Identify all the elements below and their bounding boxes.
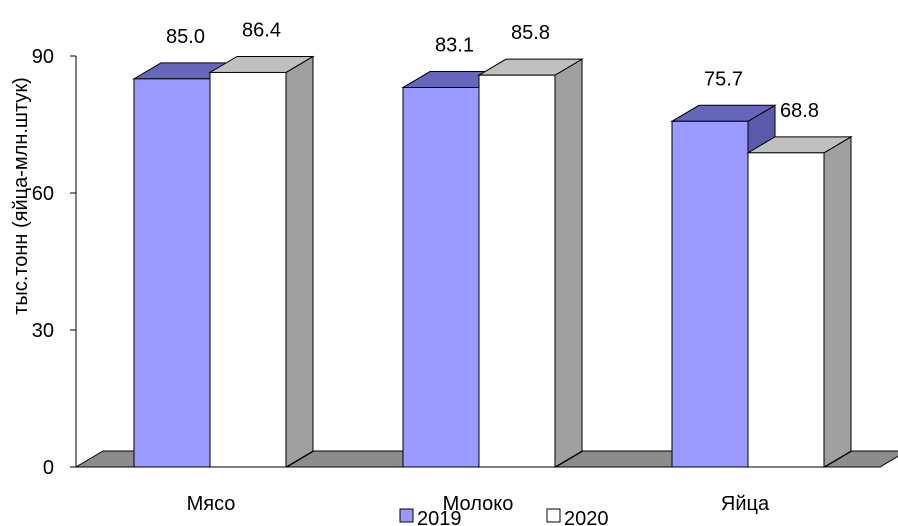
bar-side-face [285,55,314,468]
x-tick-label: Яйца [721,493,770,515]
data-label: 85.8 [511,22,550,44]
data-label: 85.0 [166,26,205,48]
data-label: 83.1 [435,35,474,57]
bar-front-face [478,74,556,468]
bar-front-face [402,87,480,468]
x-tick-labels: Мясо Молоко Яйца [187,493,770,515]
bar-2020-0 [208,55,315,468]
bar-front-face [747,152,825,468]
bar-front-face [133,78,211,468]
y-tick-label: 0 [43,457,54,479]
legend-swatch [399,508,414,523]
y-axis-title: тыс.тонн (яйца-млн.штук) [10,77,32,315]
legend-swatch [546,508,561,523]
bar-2020-1 [477,58,584,468]
y-tick-label: 30 [32,320,54,342]
legend-label: 2020 [564,508,609,526]
y-tick-label: 90 [32,46,54,68]
x-tick-label: Мясо [187,493,236,515]
chart-floor [74,450,898,468]
data-labels: 85.0 86.4 83.1 85.8 75.7 68.8 [166,19,819,121]
bars [132,55,853,468]
bar-2020-2 [746,135,853,468]
y-tick-label: 60 [32,183,54,205]
legend-label: 2019 [417,508,462,526]
data-label: 86.4 [242,19,281,41]
bar-side-face [554,58,583,468]
bar-front-face [671,120,749,468]
x-tick-label: Молоко [443,493,514,515]
y-ticks: 0 30 60 90 [32,46,76,479]
legend: 2019 2020 [399,508,609,526]
bar-front-face [209,71,287,468]
data-label: 68.8 [780,100,819,122]
data-label: 75.7 [704,68,743,90]
bar-side-face [823,135,852,468]
